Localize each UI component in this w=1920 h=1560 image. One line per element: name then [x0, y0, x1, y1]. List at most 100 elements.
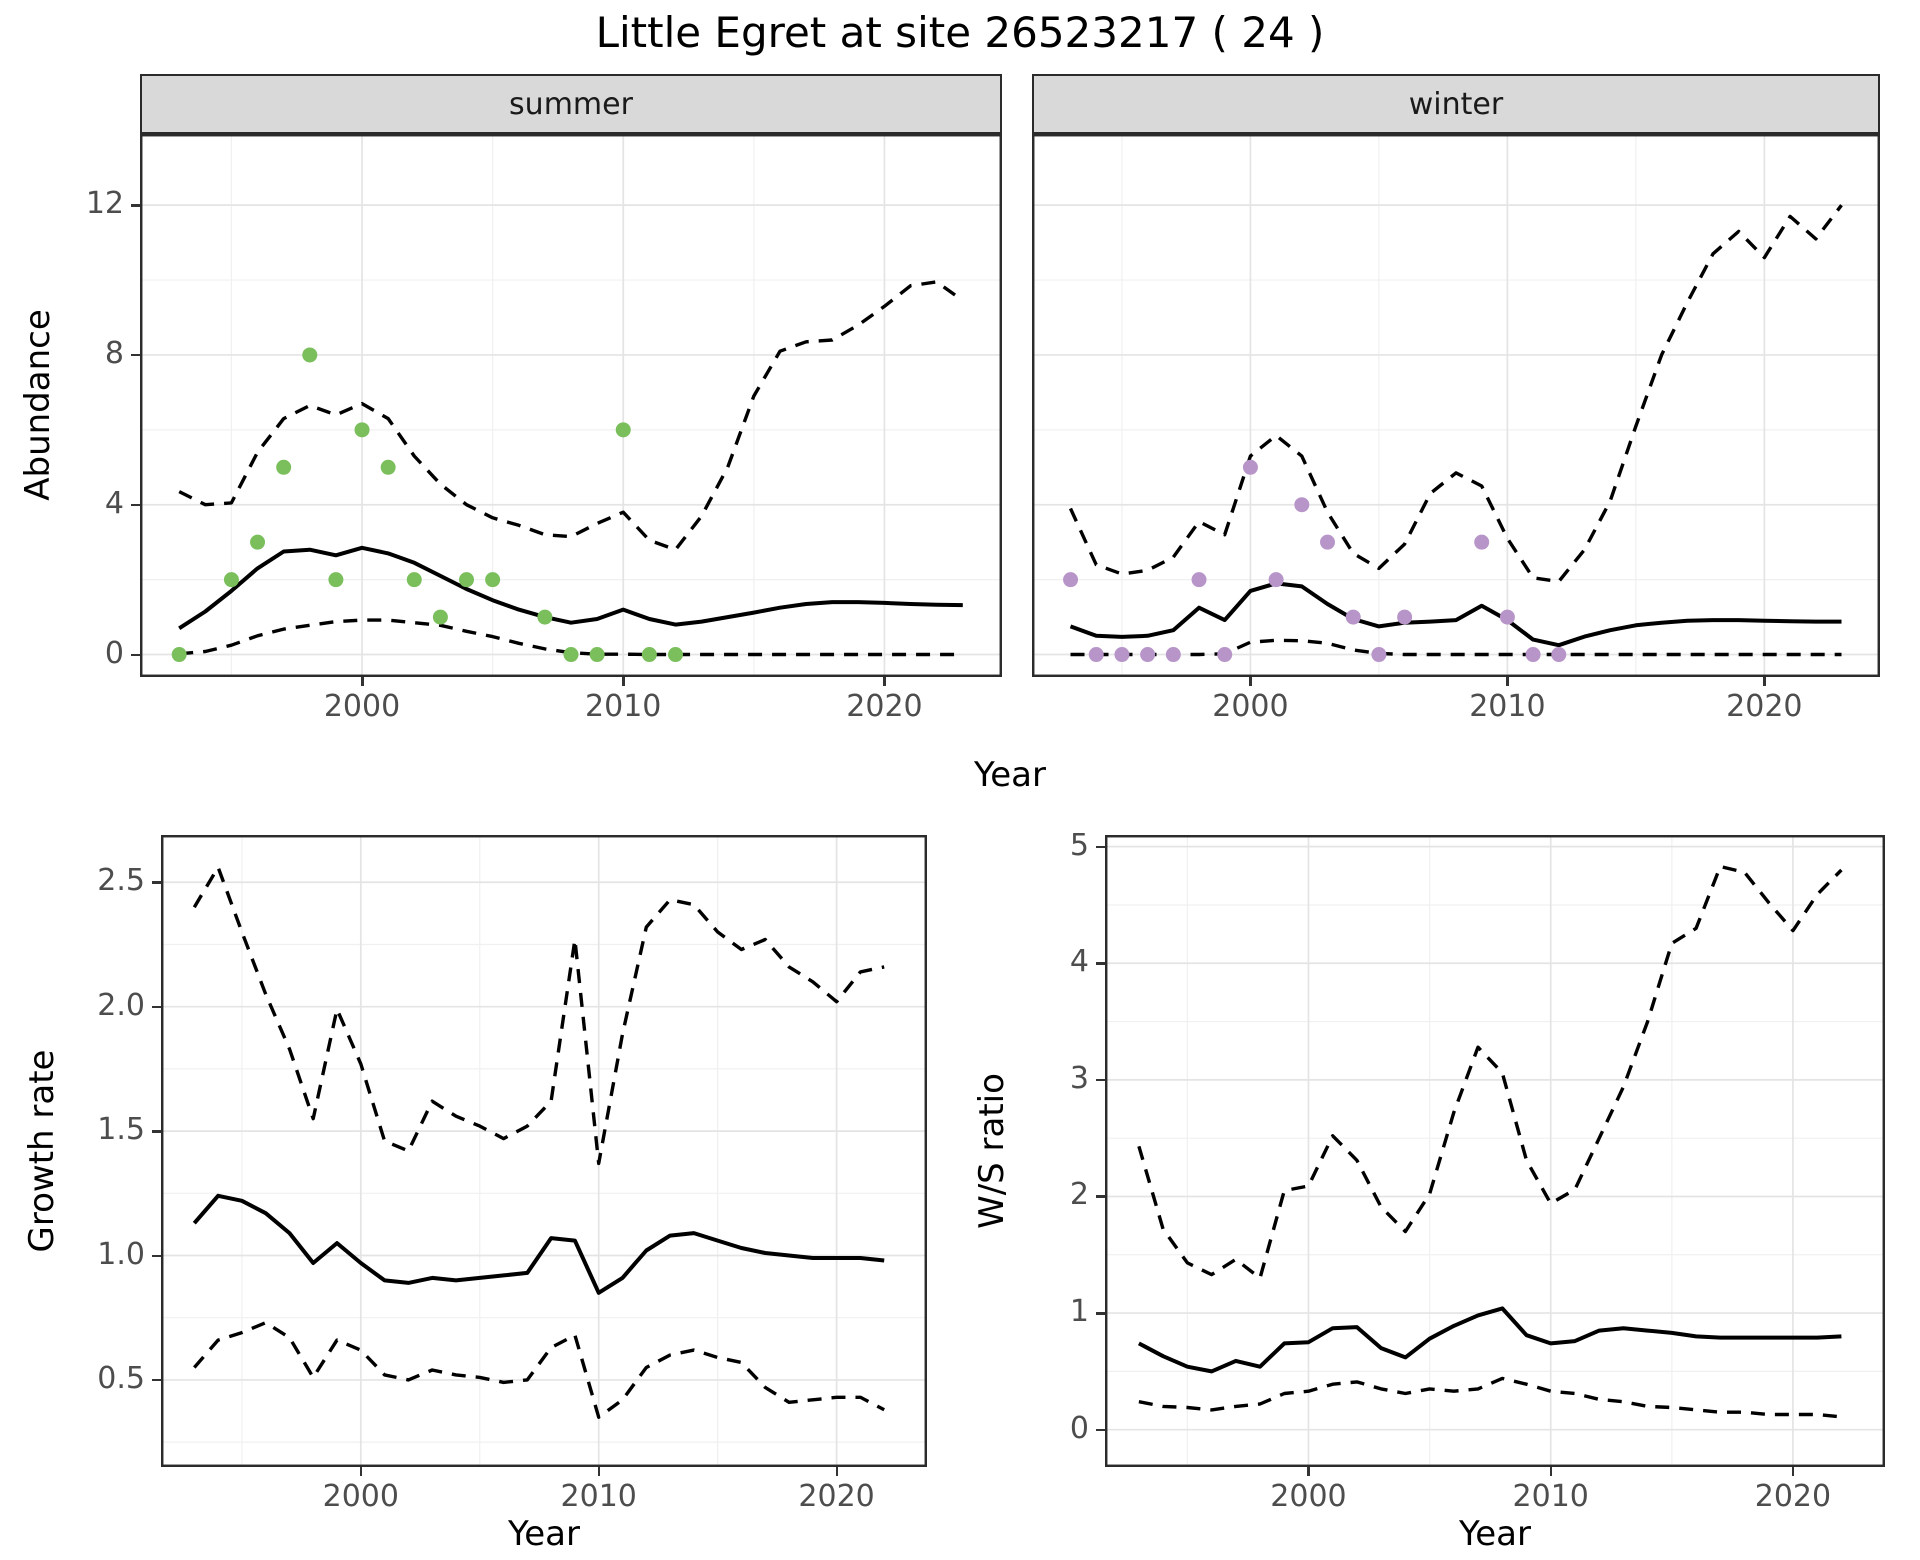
facet-strip-winter: winter [1032, 74, 1880, 134]
x-tick-mark [1549, 1467, 1553, 1476]
y-tick-mark [1096, 845, 1105, 849]
y-tick-mark [131, 503, 140, 507]
ws-year-axis-title: Year [1459, 1514, 1531, 1554]
y-tick-label: 2 [1069, 1177, 1089, 1213]
observed-point [1165, 647, 1181, 663]
x-tick-mark [1307, 1467, 1310, 1476]
x-tick-label: 2020 [1726, 689, 1803, 724]
observed-point [1088, 647, 1104, 663]
observed-point [1345, 609, 1361, 625]
observed-point [302, 347, 318, 363]
y-tick-label: 1.0 [97, 1236, 145, 1272]
abundance-summer-trend-line [178, 545, 963, 630]
y-tick-label: 2.0 [97, 987, 145, 1023]
y-tick-mark [131, 653, 140, 657]
y-tick-mark [1096, 1428, 1105, 1432]
x-tick-mark [1506, 677, 1509, 686]
growth-rate-upper-ci-line [192, 865, 885, 1166]
growth-rate-axis-title: Growth rate [22, 1049, 62, 1253]
y-tick-mark [152, 881, 161, 884]
observed-point [223, 572, 239, 588]
x-tick-label: 2000 [322, 1479, 399, 1514]
x-tick-label: 2020 [798, 1479, 875, 1514]
y-tick-mark [152, 1005, 161, 1009]
observed-point [1191, 572, 1207, 588]
x-tick-label: 2020 [1754, 1479, 1832, 1514]
abundance-winter-lower-ci-line [1070, 638, 1842, 657]
observed-point [1474, 534, 1490, 550]
observed-point [459, 572, 475, 588]
abundance-winter-upper-ci-line [1068, 204, 1843, 584]
growth-year-axis-title: Year [508, 1514, 580, 1554]
y-tick-label: 2.5 [97, 863, 145, 899]
observed-point [485, 572, 501, 588]
observed-point [406, 572, 422, 588]
x-tick-mark [835, 1467, 839, 1476]
y-tick-label: 4 [1069, 944, 1089, 980]
chart-title: Little Egret at site 26523217 ( 24 ) [595, 8, 1325, 57]
y-tick-label: 0.5 [97, 1360, 145, 1396]
growth-rate-lower-ci-line [193, 1321, 885, 1419]
observed-point [1397, 609, 1413, 625]
y-tick-mark [131, 353, 140, 357]
top-year-axis-title: Year [974, 755, 1046, 795]
growth-rate-trend-line [192, 1193, 885, 1295]
observed-point [589, 647, 605, 663]
observed-point [1525, 647, 1541, 663]
y-tick-mark [152, 1130, 161, 1133]
observed-point [1499, 609, 1515, 625]
x-tick-mark [1791, 1467, 1795, 1476]
x-tick-mark [361, 677, 364, 686]
observed-point [1114, 647, 1130, 663]
y-tick-label: 5 [1069, 827, 1089, 863]
y-tick-label: 0 [104, 635, 124, 671]
y-tick-mark [1096, 1195, 1105, 1198]
y-tick-mark [1096, 1078, 1105, 1082]
observed-point [1140, 647, 1156, 663]
x-tick-label: 2000 [1270, 1479, 1347, 1514]
abundance-summer-panel [140, 134, 1002, 677]
observed-point [1294, 497, 1310, 513]
y-tick-label: 8 [104, 335, 124, 371]
facet-strip-winter-label: winter [1408, 86, 1504, 122]
observed-point [1268, 572, 1284, 588]
y-tick-label: 4 [104, 485, 124, 521]
y-tick-label: 1.5 [97, 1112, 145, 1148]
y-tick-mark [131, 204, 140, 207]
x-tick-label: 2010 [560, 1479, 637, 1514]
abundance-winter-panel [1032, 134, 1880, 677]
y-tick-label: 3 [1069, 1060, 1089, 1096]
x-tick-label: 2010 [1512, 1479, 1589, 1514]
y-tick-mark [152, 1254, 161, 1257]
observed-point [1371, 647, 1387, 663]
facet-strip-summer-label: summer [509, 86, 633, 122]
ws-ratio-panel [1105, 835, 1885, 1467]
y-tick-label: 0 [1069, 1410, 1089, 1446]
observed-point [432, 609, 448, 625]
x-tick-mark [359, 1467, 363, 1476]
x-tick-mark [597, 1467, 601, 1476]
ws-ratio-upper-ci-line [1137, 864, 1843, 1280]
y-tick-mark [152, 1378, 161, 1382]
observed-point [1217, 647, 1233, 663]
observed-point [537, 609, 553, 625]
observed-point [380, 459, 396, 475]
y-tick-label: 12 [85, 186, 124, 222]
x-tick-mark [622, 677, 625, 686]
y-tick-mark [1096, 1312, 1105, 1315]
abundance-summer-upper-ci-line [178, 280, 964, 552]
facet-strip-summer: summer [140, 74, 1002, 134]
observed-point [1551, 647, 1567, 663]
x-tick-mark [1763, 677, 1766, 686]
observed-point [1063, 572, 1079, 588]
observed-point [615, 422, 631, 438]
ws-ratio-trend-line [1137, 1306, 1842, 1374]
x-tick-mark [883, 677, 886, 686]
observed-point [1242, 459, 1258, 475]
x-tick-label: 2000 [1212, 689, 1289, 724]
observed-point [328, 572, 344, 588]
x-tick-label: 2010 [585, 689, 662, 724]
x-tick-label: 2010 [1469, 689, 1546, 724]
x-tick-label: 2000 [323, 689, 401, 724]
